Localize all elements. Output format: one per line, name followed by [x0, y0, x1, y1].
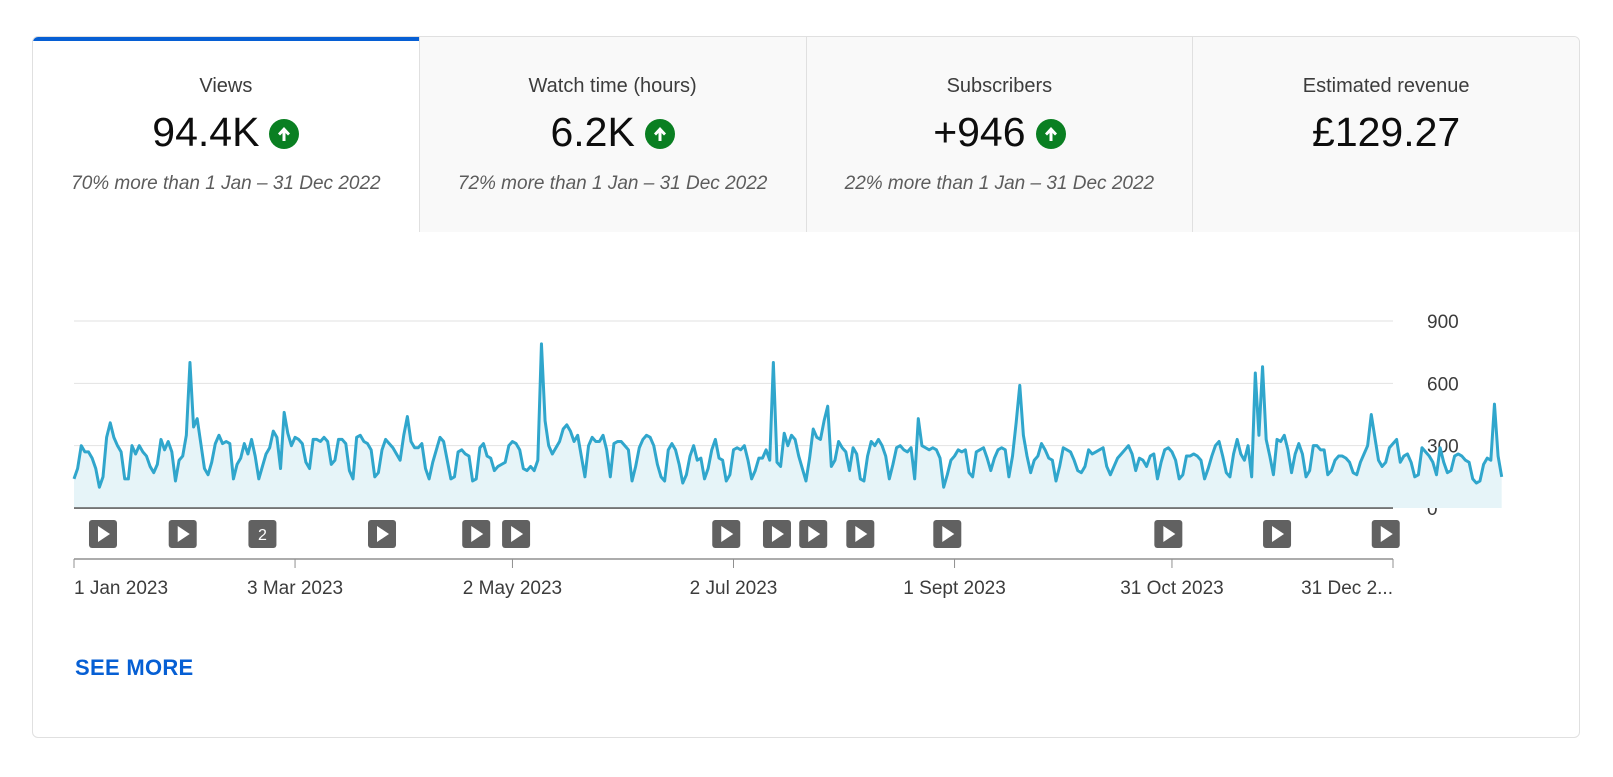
- tab-comparison: 22% more than 1 Jan – 31 Dec 2022: [844, 173, 1155, 194]
- views-chart: 900 600 300 0 2 1 Jan 2023 3 Mar 2023 2 May 202…: [72, 312, 1504, 599]
- video-marker-play-icon[interactable]: [502, 520, 531, 548]
- tab-value: 94.4K: [152, 109, 260, 155]
- tab-title: Views: [199, 75, 253, 97]
- arrow-up-circle-icon: [644, 118, 675, 149]
- play-icon: [855, 526, 868, 542]
- tab-title: Watch time (hours): [528, 75, 697, 97]
- tab-value: £129.27: [1312, 109, 1461, 155]
- play-icon: [177, 526, 190, 542]
- play-icon: [1272, 526, 1285, 542]
- video-marker-group[interactable]: 2: [248, 520, 277, 548]
- series-area: [74, 343, 1502, 508]
- tab-views[interactable]: Views 94.4K 70% more than 1 Jan – 31 Dec…: [33, 37, 419, 232]
- play-icon: [1163, 526, 1176, 542]
- y-tick-label: 600: [1427, 374, 1459, 395]
- x-tick-label: 31 Dec 2...: [1301, 578, 1393, 599]
- x-tick-label: 2 Jul 2023: [690, 578, 778, 599]
- tab-comparison: 72% more than 1 Jan – 31 Dec 2022: [457, 173, 768, 194]
- video-marker-play-icon[interactable]: [762, 520, 791, 548]
- video-marker-play-icon[interactable]: [1263, 520, 1292, 548]
- x-tick-label: 1 Jan 2023: [74, 578, 168, 599]
- tab-watch-time[interactable]: Watch time (hours) 6.2K 72% more than 1 …: [418, 37, 806, 232]
- tab-value: 6.2K: [550, 109, 635, 155]
- video-marker-play-icon[interactable]: [799, 520, 828, 548]
- video-marker-play-icon[interactable]: [88, 520, 117, 548]
- video-marker-play-icon[interactable]: [712, 520, 741, 548]
- play-icon: [377, 526, 390, 542]
- video-marker-play-icon[interactable]: [368, 520, 397, 548]
- arrow-up-circle-icon: [1035, 118, 1066, 149]
- tab-subscribers[interactable]: Subscribers +946 22% more than 1 Jan – 3…: [805, 37, 1193, 232]
- video-marker-play-icon[interactable]: [462, 520, 491, 548]
- x-tick-label: 1 Sept 2023: [903, 578, 1005, 599]
- play-icon: [511, 526, 524, 542]
- see-more-link[interactable]: SEE MORE: [75, 655, 194, 680]
- video-marker-play-icon[interactable]: [933, 520, 962, 548]
- tab-title: Subscribers: [946, 75, 1053, 97]
- arrow-up-circle-icon: [269, 118, 300, 149]
- play-icon: [1380, 526, 1393, 542]
- y-tick-label: 300: [1427, 437, 1459, 458]
- x-tick-label: 31 Oct 2023: [1120, 578, 1224, 599]
- metric-tabs: Views 94.4K 70% more than 1 Jan – 31 Dec…: [33, 37, 1579, 232]
- play-icon: [97, 526, 110, 542]
- series-line-views: [72, 342, 1504, 489]
- play-icon: [721, 526, 734, 542]
- tab-comparison: 70% more than 1 Jan – 31 Dec 2022: [71, 173, 381, 194]
- x-tick-label: 3 Mar 2023: [247, 578, 343, 599]
- video-marker-play-icon[interactable]: [1371, 520, 1400, 548]
- y-tick-label: 0: [1427, 499, 1438, 520]
- play-icon: [808, 526, 821, 542]
- analytics-card: Views 94.4K 70% more than 1 Jan – 31 Dec…: [32, 36, 1580, 738]
- tab-title: Estimated revenue: [1302, 75, 1470, 97]
- y-tick-label: 900: [1427, 312, 1459, 333]
- svg-text:2: 2: [258, 527, 267, 544]
- tab-estimated-revenue[interactable]: Estimated revenue £129.27: [1192, 37, 1579, 232]
- play-icon: [471, 526, 484, 542]
- video-marker-play-icon[interactable]: [168, 520, 197, 548]
- play-icon: [771, 526, 784, 542]
- video-marker-play-icon[interactable]: [1154, 520, 1183, 548]
- tab-value: +946: [933, 109, 1026, 155]
- x-tick-label: 2 May 2023: [463, 578, 562, 599]
- play-icon: [942, 526, 955, 542]
- video-marker-play-icon[interactable]: [846, 520, 875, 548]
